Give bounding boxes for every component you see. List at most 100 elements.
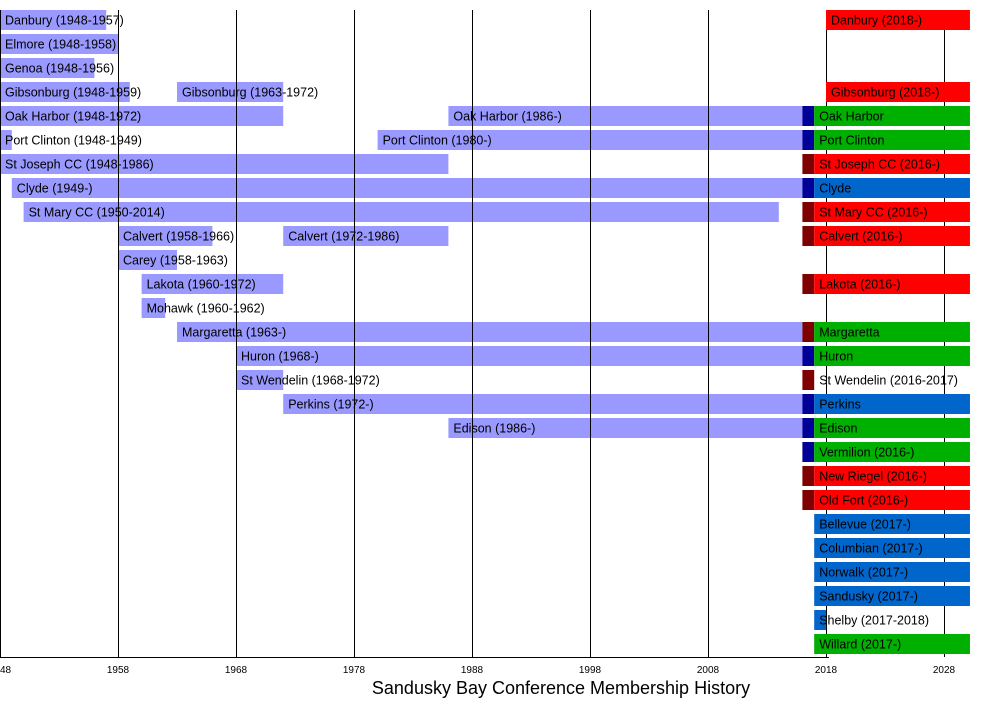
bar-label: Calvert (2016-) <box>819 230 902 244</box>
bar-label: Port Clinton (1948-1949) <box>5 134 142 148</box>
bar-segment <box>802 466 815 486</box>
bar-segment <box>802 490 815 510</box>
bar-label: Sandusky (2017-) <box>819 590 918 604</box>
bar-segment <box>802 178 815 198</box>
bar-segment <box>802 202 815 222</box>
bar-label: Calvert (1958-1966) <box>123 230 234 244</box>
bar-label: Vermilion (2016-) <box>819 446 914 460</box>
bar-label: St Joseph CC (2016-) <box>819 158 940 172</box>
bar-segment <box>0 58 95 78</box>
bar-segment <box>826 82 970 102</box>
bar-segment <box>118 250 177 270</box>
bar-label: Willard (2017-) <box>819 638 901 652</box>
bar-segment <box>448 106 803 126</box>
bar-segment <box>814 346 970 366</box>
bar-segment <box>0 154 449 174</box>
x-tick-label: 1978 <box>343 665 366 676</box>
bar-segment <box>814 514 970 534</box>
bar-segment <box>448 418 803 438</box>
bar-segment <box>802 226 815 246</box>
bar-label: New Riegel (2016-) <box>819 470 927 484</box>
x-tick-label: 1958 <box>107 665 130 676</box>
bar-label: Port Clinton <box>819 134 884 148</box>
bar-label: Shelby (2017-2018) <box>819 614 929 628</box>
bar-segment <box>802 274 815 294</box>
original-era-bars <box>0 10 803 438</box>
bar-segment <box>11 178 803 198</box>
x-tick-label: 1998 <box>579 665 602 676</box>
bar-segment <box>802 394 815 414</box>
bar-segment <box>802 106 815 126</box>
chart-title: Sandusky Bay Conference Membership Histo… <box>372 678 750 698</box>
bar-segment <box>814 442 970 462</box>
bar-label: Old Fort (2016-) <box>819 494 908 508</box>
bar-segment <box>802 442 815 462</box>
current-era-bars <box>802 10 970 654</box>
bar-segment <box>0 34 118 54</box>
bar-segment <box>236 346 803 366</box>
bar-segment <box>814 178 970 198</box>
bar-label: Columbian (2017-) <box>819 542 923 556</box>
bar-label: Edison (1986-) <box>453 422 535 436</box>
bar-label: Genoa (1948-1956) <box>5 62 114 76</box>
bar-label: Perkins (1972-) <box>288 398 373 412</box>
x-tick-label: 1948 <box>0 665 12 676</box>
bar-label: Gibsonburg (2018-) <box>831 86 939 100</box>
bar-segment <box>177 82 284 102</box>
x-tick-label: 2018 <box>815 665 838 676</box>
bar-segment <box>814 202 970 222</box>
bar-segment <box>814 394 970 414</box>
bar-label: Danbury (2018-) <box>831 14 922 28</box>
x-axis: 1948 1958 1968 1978 1988 1998 2008 2018 2028 <box>0 657 956 676</box>
bar-segment <box>802 370 815 390</box>
bar-segment <box>802 322 815 342</box>
bar-label: Danbury (1948-1957) <box>5 14 124 28</box>
bar-segment <box>814 106 970 126</box>
x-tick-label: 1968 <box>225 665 248 676</box>
bar-label: Elmore (1948-1958) <box>5 38 116 52</box>
bar-segment <box>141 298 166 318</box>
bar-label: St Wendelin (1968-1972) <box>241 374 380 388</box>
bar-segment <box>826 10 970 30</box>
bar-segment <box>814 562 970 582</box>
bar-segment <box>0 130 12 150</box>
bar-label: Huron (1968-) <box>241 350 319 364</box>
bar-segment <box>177 322 803 342</box>
bar-label: Carey (1958-1963) <box>123 254 228 268</box>
bar-label: Norwalk (2017-) <box>819 566 908 580</box>
bar-segment <box>236 370 284 390</box>
bar-labels: Danbury (1948-1957) Danbury (2018-) Elmore… <box>5 14 958 652</box>
bar-segment <box>802 154 815 174</box>
bar-segment <box>283 226 449 246</box>
bar-segment <box>814 226 970 246</box>
x-tick-label: 2028 <box>933 665 956 676</box>
x-tick-label: 1988 <box>461 665 484 676</box>
bar-segment <box>802 346 815 366</box>
bar-segment <box>0 82 130 102</box>
bar-segment <box>141 274 284 294</box>
bar-segment <box>814 610 826 630</box>
bar-segment <box>0 10 107 30</box>
bar-segment <box>814 154 970 174</box>
bar-label: Bellevue (2017-) <box>819 518 911 532</box>
bar-label: Huron <box>819 350 853 364</box>
bar-label: Clyde (1949-) <box>17 182 93 196</box>
bar-segment <box>814 466 970 486</box>
bar-segment <box>283 394 803 414</box>
bar-label: Edison <box>819 422 857 436</box>
bar-segment <box>0 106 284 126</box>
bar-label: St Wendelin (2016-2017) <box>819 374 958 388</box>
bar-label: Oak Harbor (1986-) <box>453 110 561 124</box>
bar-label: St Joseph CC (1948-1986) <box>5 158 154 172</box>
bar-label: Gibsonburg (1948-1959) <box>5 86 141 100</box>
bar-label: Lakota (2016-) <box>819 278 900 292</box>
bar-label: Clyde <box>819 182 851 196</box>
bar-label: Perkins <box>819 398 861 412</box>
bar-label: Port Clinton (1980-) <box>383 134 492 148</box>
bar-segment <box>814 130 970 150</box>
bar-label: Mohawk (1960-1962) <box>147 302 265 316</box>
bar-segment <box>814 634 970 654</box>
bar-label: Margaretta <box>819 326 879 340</box>
bar-segment <box>802 130 815 150</box>
